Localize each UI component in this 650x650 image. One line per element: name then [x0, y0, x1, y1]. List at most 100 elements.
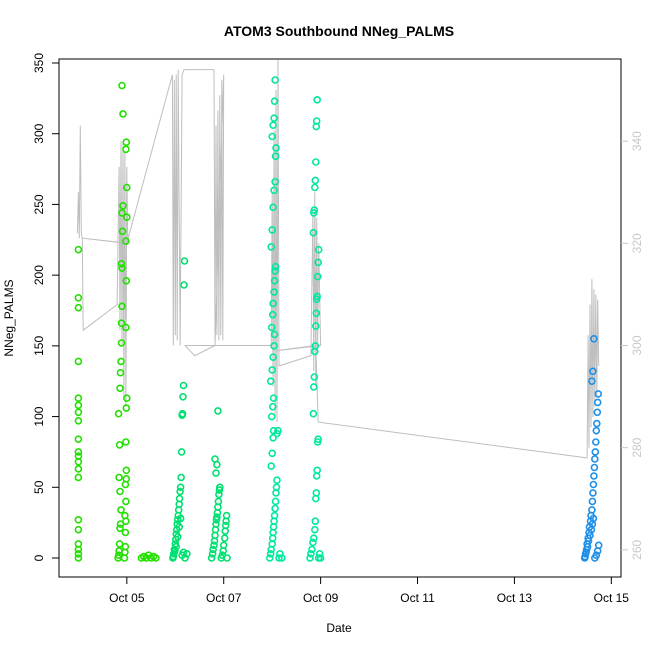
data-point: [271, 262, 280, 271]
data-point: [214, 497, 223, 506]
data-point: [176, 487, 184, 496]
data-point: [179, 381, 188, 390]
data-point: [278, 554, 286, 562]
data-point: [117, 259, 126, 268]
data-point: [591, 448, 600, 456]
data-point: [122, 237, 130, 245]
data-point: [591, 438, 600, 446]
y2-tick-label: 280: [630, 437, 644, 457]
data-point: [590, 334, 598, 343]
data-point: [215, 486, 224, 494]
data-point: [181, 554, 189, 562]
data-point: [309, 409, 318, 418]
data-point: [173, 532, 182, 541]
data-point: [118, 302, 126, 311]
y-tick-label: 150: [32, 336, 46, 356]
data-point: [311, 517, 320, 526]
y2-tick-label: 340: [630, 131, 644, 151]
data-point: [222, 511, 231, 520]
data-point: [74, 448, 83, 456]
data-point: [271, 152, 280, 161]
data-point: [271, 504, 279, 513]
data-point: [588, 506, 596, 514]
secondary-y-axis: 260 280 300 320 340: [621, 131, 644, 560]
data-point: [212, 469, 220, 477]
data-point: [74, 540, 83, 548]
data-point: [269, 394, 278, 403]
data-point: [309, 534, 318, 543]
secondary-series-line: [76, 59, 600, 459]
data-point: [268, 226, 277, 234]
data-point: [590, 472, 598, 480]
data-point: [122, 276, 131, 285]
x-axis-label: Date: [326, 621, 352, 635]
data-point: [592, 419, 601, 428]
data-point: [588, 497, 597, 506]
data-point: [269, 353, 277, 362]
data-point: [589, 480, 598, 489]
data-point: [212, 520, 220, 528]
data-point: [270, 276, 279, 285]
data-point: [311, 158, 320, 166]
data-point: [268, 132, 277, 141]
data-point: [177, 473, 185, 482]
data-point: [122, 323, 130, 332]
data-point: [122, 474, 131, 483]
data-point: [212, 515, 221, 524]
data-point: [211, 455, 219, 463]
data-point: [117, 506, 125, 514]
data-point: [312, 309, 321, 318]
data-point: [309, 383, 318, 391]
data-point: [271, 267, 279, 275]
data-point: [271, 497, 280, 506]
data-point: [265, 554, 274, 562]
data-point: [315, 549, 324, 558]
points-layer: [74, 76, 603, 562]
data-point: [272, 144, 280, 152]
data-point: [74, 416, 83, 425]
data-point: [178, 409, 187, 418]
data-point: [215, 490, 223, 499]
y-tick-label: 350: [32, 53, 46, 73]
x-tick-label: Oct 09: [303, 591, 339, 605]
data-point: [123, 213, 131, 221]
data-point: [268, 449, 277, 458]
data-point: [313, 272, 322, 281]
data-point: [310, 373, 319, 381]
data-point: [590, 463, 599, 472]
data-point: [177, 448, 186, 456]
data-point: [314, 258, 323, 267]
data-point: [219, 541, 228, 550]
data-point: [270, 330, 279, 339]
data-point: [74, 435, 83, 444]
data-point: [175, 523, 183, 531]
y-tick-label: 300: [32, 123, 46, 143]
data-point: [123, 183, 131, 192]
y-tick-label: 200: [32, 265, 46, 285]
data-point: [118, 209, 126, 217]
data-point: [221, 521, 230, 530]
data-point: [214, 407, 222, 415]
data-point: [180, 281, 188, 289]
data-point: [270, 114, 278, 122]
data-point: [309, 228, 318, 237]
data-point: [589, 514, 598, 523]
data-point: [74, 408, 83, 417]
data-point: [313, 292, 322, 301]
data-point: [269, 299, 277, 308]
data-point: [310, 525, 319, 534]
y-tick-label: 250: [32, 194, 46, 214]
data-point: [223, 554, 231, 562]
data-point: [313, 466, 322, 475]
y-tick-label: 100: [32, 406, 46, 426]
data-point: [270, 511, 279, 520]
y2-tick-label: 260: [630, 539, 644, 559]
data-point: [179, 392, 187, 401]
data-point: [267, 412, 276, 421]
data-point: [122, 138, 131, 146]
data-point: [593, 398, 602, 407]
data-point: [268, 366, 277, 374]
data-point: [316, 554, 325, 562]
data-point: [74, 401, 83, 410]
data-point: [114, 551, 123, 560]
